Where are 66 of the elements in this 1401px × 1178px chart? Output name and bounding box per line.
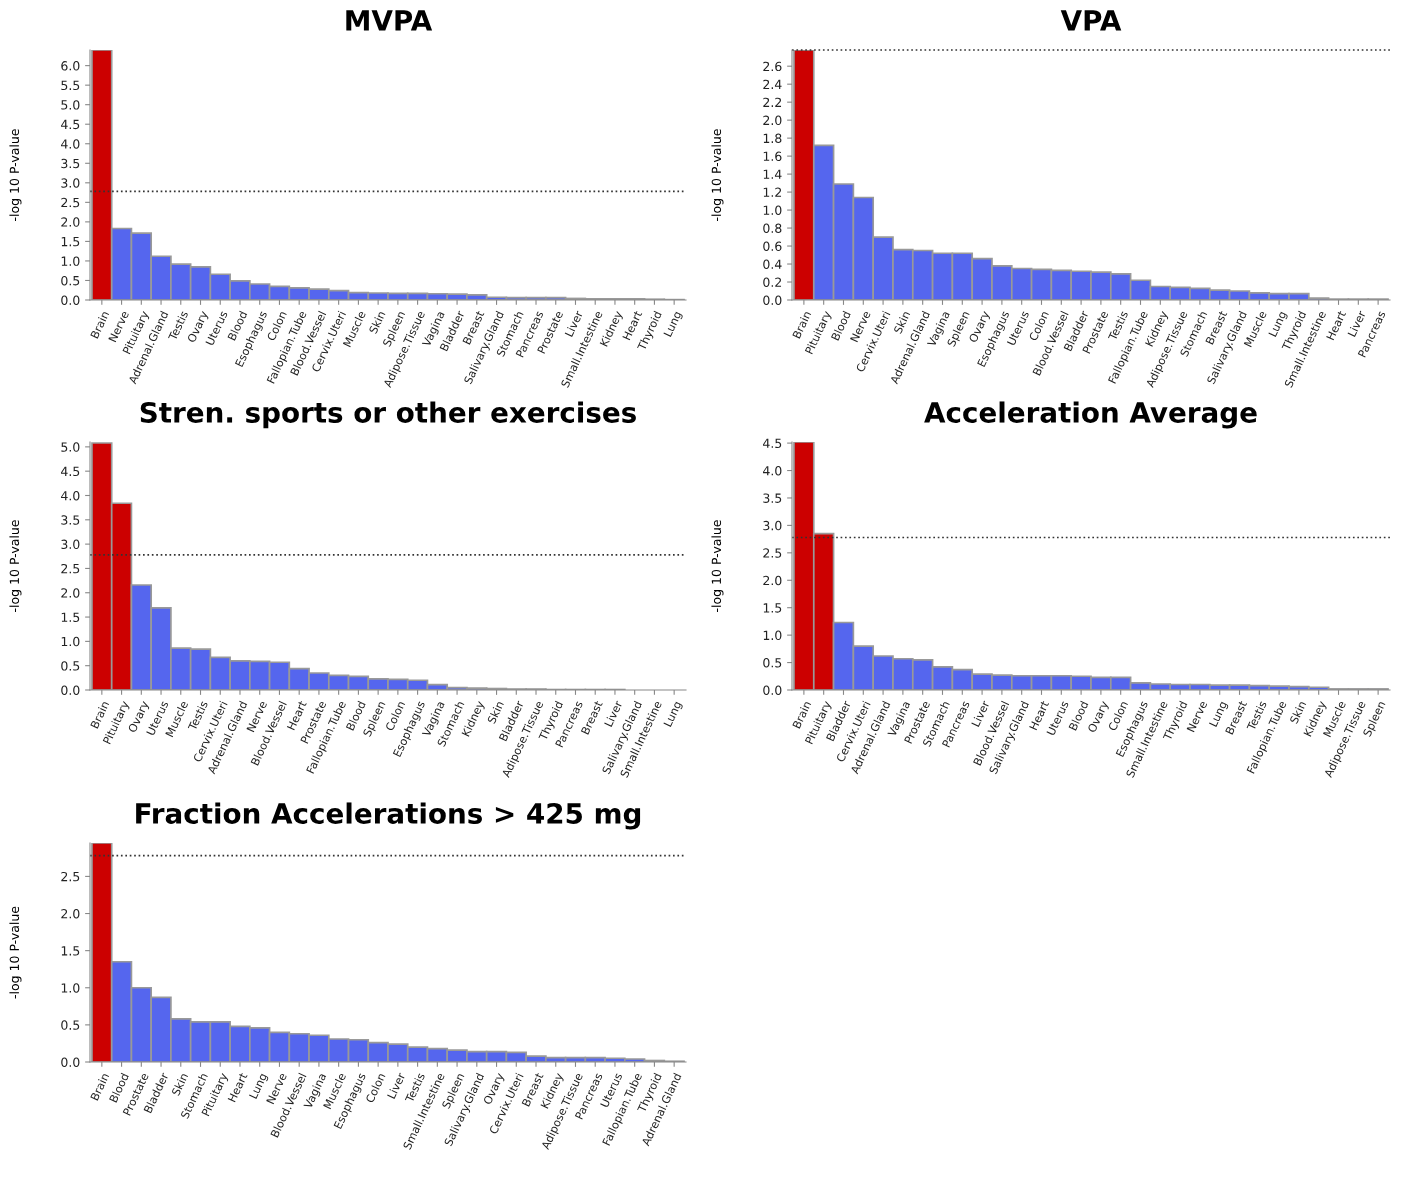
y-tick-label: 4.5 xyxy=(763,438,782,449)
y-tick-label: 5.0 xyxy=(61,100,80,110)
y-tick-label: 2.6 xyxy=(763,61,782,72)
y-tick-label: 1.4 xyxy=(763,169,782,179)
y-tick-label: 0.6 xyxy=(763,241,782,251)
y-tick-label: 0.0 xyxy=(763,295,782,305)
y-tick-label: 1.0 xyxy=(61,256,80,266)
y-tick-label: 1.6 xyxy=(763,151,782,162)
y-tick-label: 3.5 xyxy=(61,158,80,169)
y-tick-label: 0.2 xyxy=(763,277,782,287)
y-tick-label: 2.0 xyxy=(61,909,80,919)
y-tick-label: 0.0 xyxy=(61,685,80,695)
y-tick-label: 5.5 xyxy=(61,80,80,91)
y-tick-label: 1.2 xyxy=(763,187,782,197)
y-tick-label: 0.8 xyxy=(763,223,782,233)
y-tick-label: 1.5 xyxy=(61,237,80,247)
y-tick-label: 3.0 xyxy=(61,539,80,550)
y-tick-label: 0.4 xyxy=(763,259,782,269)
y-tick-label: 2.5 xyxy=(61,871,80,882)
y-tick-label: 2.0 xyxy=(61,217,80,227)
y-tick-label: 1.0 xyxy=(763,630,782,641)
y-tick-label: 0.0 xyxy=(61,295,80,305)
y-tick-label: 1.5 xyxy=(61,946,80,956)
y-tick-label: 1.0 xyxy=(61,983,80,993)
y-tick-label: 0.5 xyxy=(763,658,782,668)
chart-title: Fraction Accelerations > 425 mg xyxy=(136,802,641,830)
y-axis-title: -log 10 P-value xyxy=(711,129,724,221)
chart-title: Stren. sports or other exercises xyxy=(140,401,636,429)
y-tick-label: 1.5 xyxy=(763,603,782,613)
y-tick-label: 2.5 xyxy=(763,548,782,558)
y-tick-label: 0.0 xyxy=(61,1057,80,1067)
y-tick-label: 2.0 xyxy=(61,588,80,598)
y-tick-label: 4.5 xyxy=(61,119,80,130)
chart-title: VPA xyxy=(1060,10,1122,31)
y-tick-label: 1.5 xyxy=(61,612,80,622)
y-tick-label: 2.0 xyxy=(763,115,782,126)
y-tick-label: 3.0 xyxy=(61,178,80,188)
y-tick-label: 3.5 xyxy=(61,515,80,525)
x-tick-label: Liver xyxy=(386,1071,406,1100)
y-tick-label: 0.5 xyxy=(61,1020,80,1030)
y-axis-title: -log 10 P-value xyxy=(9,520,22,612)
y-tick-label: 5.0 xyxy=(61,442,80,452)
y-tick-label: 2.5 xyxy=(61,197,80,208)
chart-title: MVPA xyxy=(346,10,433,31)
y-tick-label: 2.4 xyxy=(763,79,782,89)
y-tick-label: 1.0 xyxy=(763,205,782,215)
y-tick-label: 0.5 xyxy=(61,275,80,286)
y-tick-label: 0.5 xyxy=(61,661,80,671)
y-tick-label: 3.5 xyxy=(763,493,782,503)
y-tick-label: 4.0 xyxy=(61,490,80,501)
y-tick-label: 4.5 xyxy=(61,466,80,477)
y-axis-title: -log 10 P-value xyxy=(9,129,22,221)
y-tick-label: 2.5 xyxy=(61,563,80,574)
y-axis-title: -log 10 P-value xyxy=(711,520,724,612)
x-tick-label: Skin xyxy=(368,310,386,335)
chart-title: Acceleration Average xyxy=(924,401,1257,429)
y-tick-label: 2.2 xyxy=(763,97,782,107)
y-tick-label: 0.0 xyxy=(763,685,782,695)
y-tick-label: 3.0 xyxy=(763,520,782,531)
y-tick-label: 6.0 xyxy=(61,61,80,71)
y-tick-label: 4.0 xyxy=(763,466,782,476)
y-tick-label: 1.8 xyxy=(763,133,782,144)
y-tick-label: 1.0 xyxy=(61,636,80,647)
y-axis-title: -log 10 P-value xyxy=(9,906,22,999)
y-tick-label: 2.0 xyxy=(763,575,782,586)
y-tick-label: 4.0 xyxy=(61,139,80,149)
